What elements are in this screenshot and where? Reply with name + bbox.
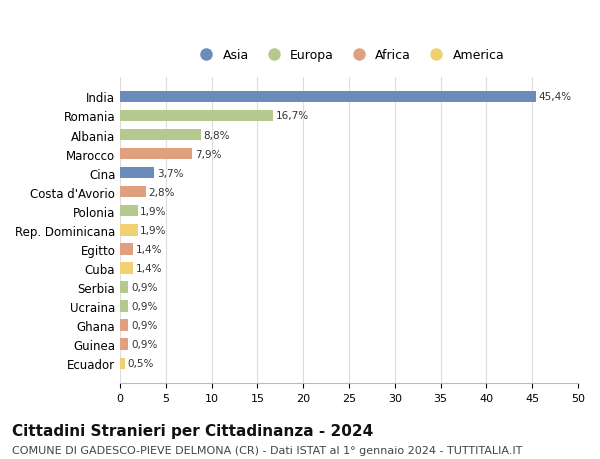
Text: 16,7%: 16,7% bbox=[276, 111, 309, 121]
Bar bbox=[120, 168, 154, 179]
Text: 0,9%: 0,9% bbox=[131, 282, 157, 292]
Text: 0,9%: 0,9% bbox=[131, 340, 157, 349]
Text: 0,9%: 0,9% bbox=[131, 302, 157, 311]
Bar bbox=[120, 339, 128, 350]
Bar bbox=[120, 129, 200, 141]
Text: 1,9%: 1,9% bbox=[140, 207, 167, 216]
Bar bbox=[120, 263, 133, 274]
Legend: Asia, Europa, Africa, America: Asia, Europa, Africa, America bbox=[189, 44, 509, 67]
Text: 0,5%: 0,5% bbox=[127, 358, 154, 369]
Text: Cittadini Stranieri per Cittadinanza - 2024: Cittadini Stranieri per Cittadinanza - 2… bbox=[12, 423, 373, 438]
Text: 0,9%: 0,9% bbox=[131, 320, 157, 330]
Bar bbox=[120, 320, 128, 331]
Text: 1,4%: 1,4% bbox=[136, 263, 162, 274]
Bar bbox=[120, 282, 128, 293]
Text: 3,7%: 3,7% bbox=[157, 168, 183, 178]
Bar bbox=[120, 358, 125, 369]
Bar bbox=[120, 244, 133, 255]
Text: 1,4%: 1,4% bbox=[136, 244, 162, 254]
Bar bbox=[120, 206, 137, 217]
Text: 1,9%: 1,9% bbox=[140, 225, 167, 235]
Bar bbox=[120, 149, 193, 160]
Text: COMUNE DI GADESCO-PIEVE DELMONA (CR) - Dati ISTAT al 1° gennaio 2024 - TUTTITALI: COMUNE DI GADESCO-PIEVE DELMONA (CR) - D… bbox=[12, 445, 523, 455]
Text: 45,4%: 45,4% bbox=[539, 92, 572, 102]
Bar bbox=[120, 224, 137, 236]
Bar bbox=[120, 111, 273, 122]
Bar bbox=[120, 301, 128, 312]
Bar bbox=[120, 91, 536, 103]
Text: 2,8%: 2,8% bbox=[149, 187, 175, 197]
Bar bbox=[120, 187, 146, 198]
Text: 7,9%: 7,9% bbox=[195, 149, 222, 159]
Text: 8,8%: 8,8% bbox=[203, 130, 230, 140]
